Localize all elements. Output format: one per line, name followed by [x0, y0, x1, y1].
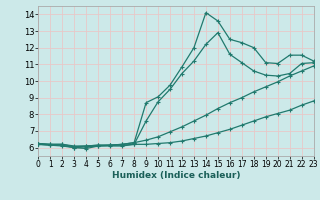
- X-axis label: Humidex (Indice chaleur): Humidex (Indice chaleur): [112, 171, 240, 180]
